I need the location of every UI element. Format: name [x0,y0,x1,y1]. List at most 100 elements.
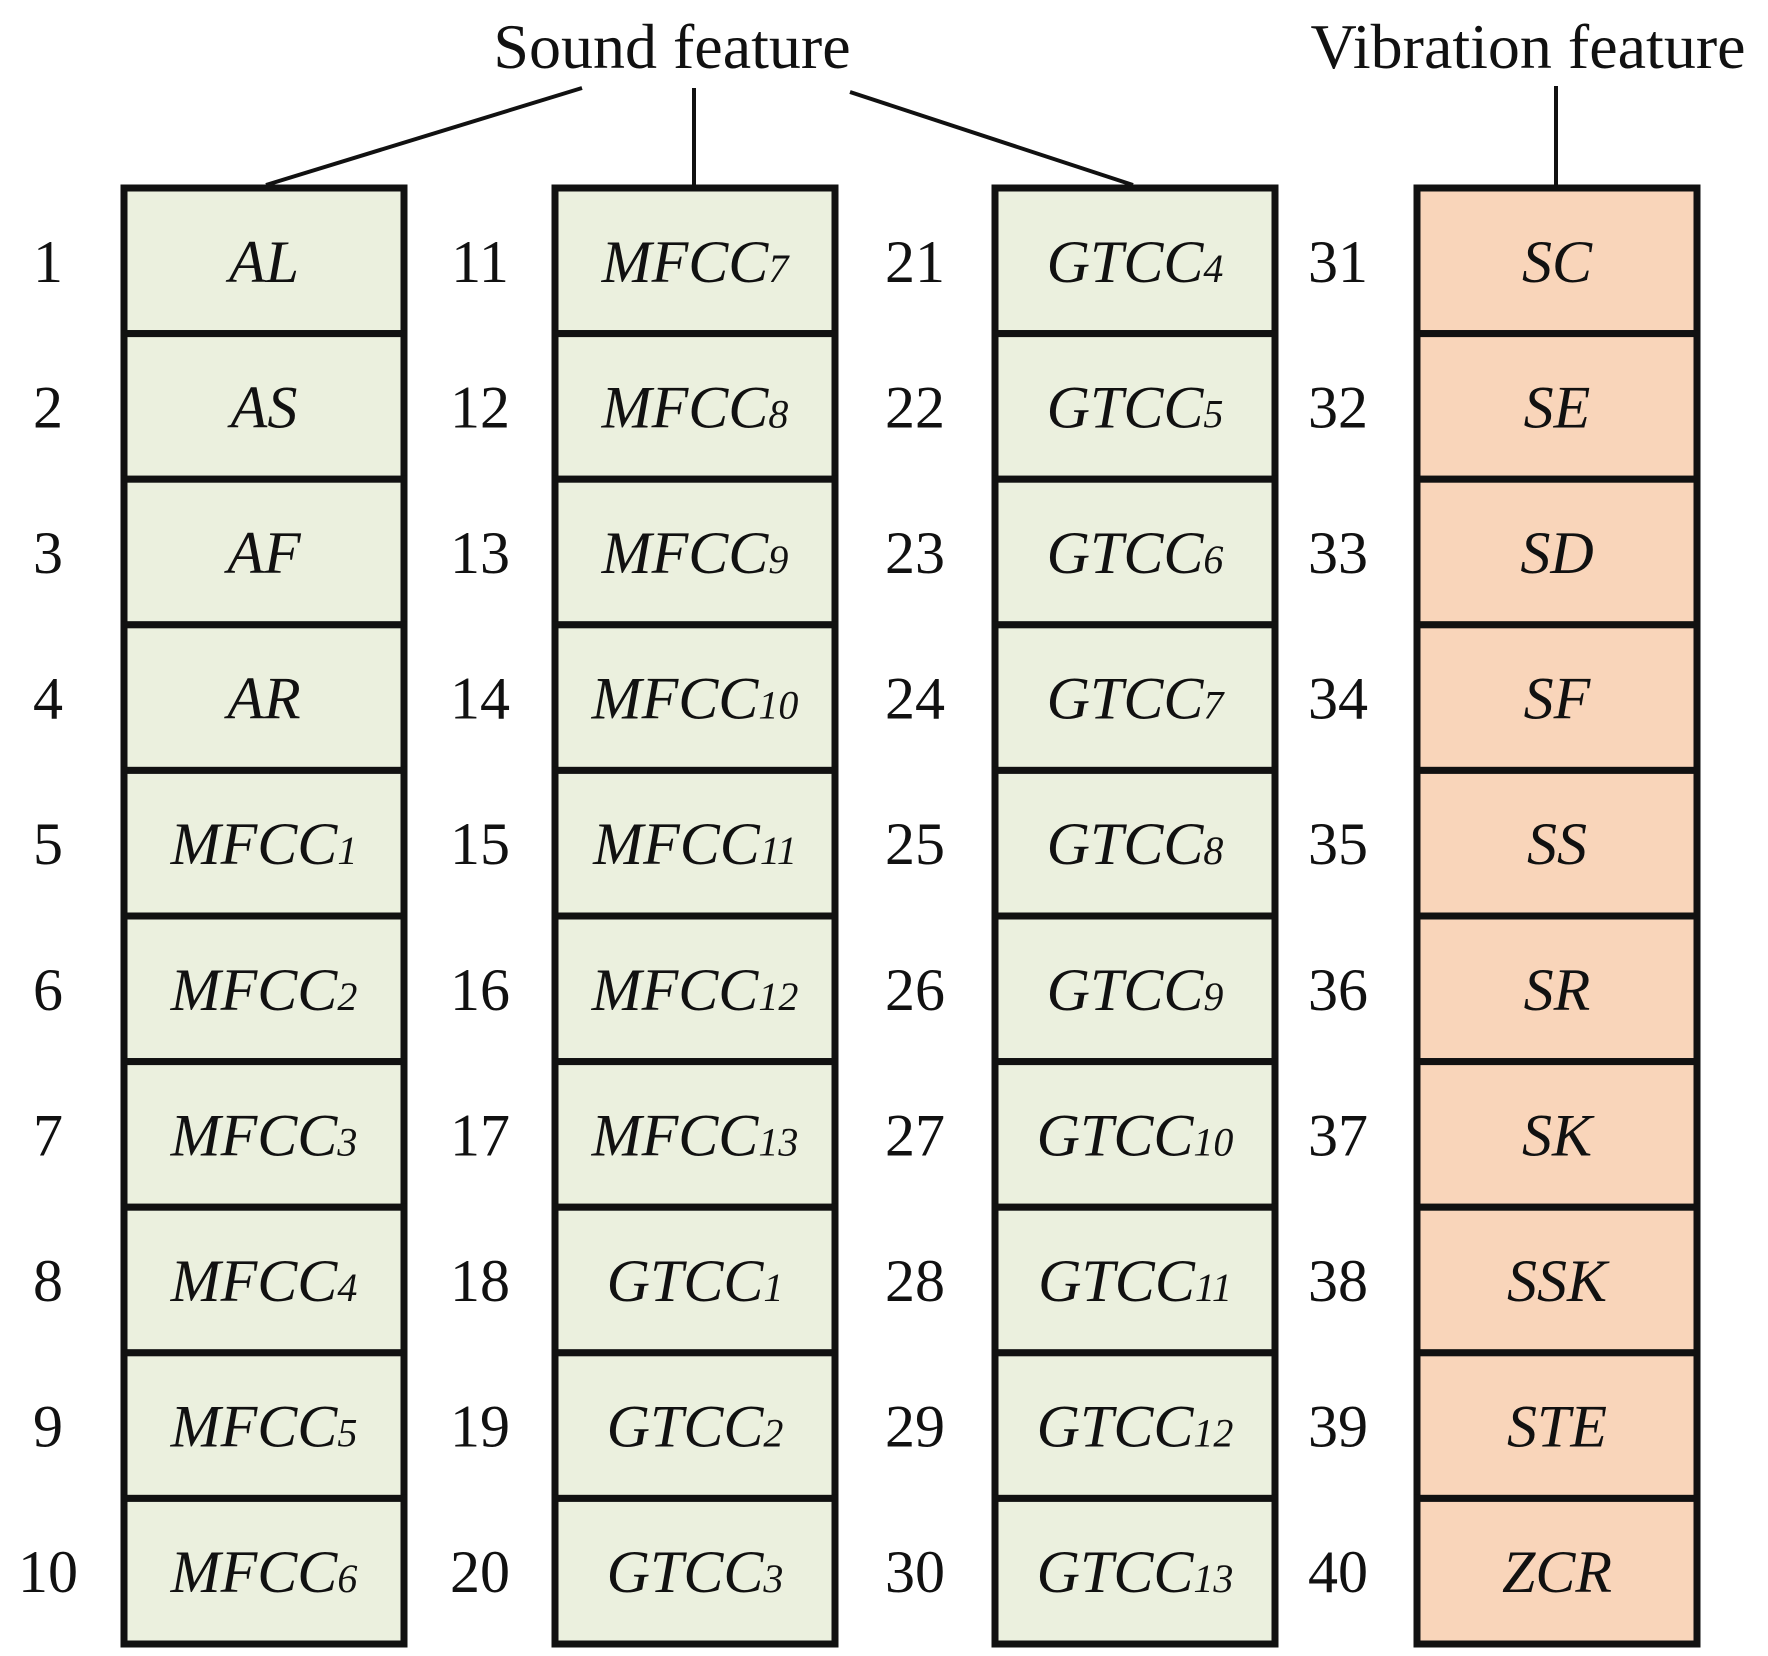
feature-index: 31 [1308,229,1368,295]
feature-name: MFCC6 [170,1539,358,1605]
feature-cell [991,621,1279,774]
feature-name: GTCC1 [607,1248,784,1314]
feature-name: GTCC4 [1047,229,1224,295]
feature-cell [120,621,408,774]
feature-name-base: GTCC [1047,957,1205,1023]
feature-cell [120,912,408,1066]
feature-cell [551,1203,839,1357]
feature-name-subscript: 7 [1203,683,1225,728]
feature-name: MFCC10 [591,666,799,732]
feature-cell [1413,912,1701,1066]
feature-name: MFCC2 [170,957,358,1023]
feature-name: AS [227,374,298,440]
feature-name-base: GTCC [1047,520,1205,586]
feature-name: MFCC5 [170,1394,358,1460]
feature-index: 35 [1308,811,1368,877]
feature-cell [991,475,1279,629]
feature-name-subscript: 13 [758,1119,798,1164]
feature-cell [120,1058,408,1211]
feature-cell [120,330,408,483]
feature-name-base: ZCR [1502,1539,1612,1605]
feature-index: 5 [33,811,63,877]
feature-name-base: GTCC [607,1539,765,1605]
feature-name-subscript: 10 [758,683,798,728]
feature-name-base: MFCC [170,1394,339,1460]
feature-name-base: SS [1527,811,1587,877]
feature-name-base: AL [225,229,299,295]
feature-name: GTCC2 [607,1394,784,1460]
feature-cell [551,912,839,1066]
feature-index: 21 [885,229,945,295]
feature-name: GTCC3 [607,1539,784,1605]
feature-name-subscript: 9 [1203,974,1223,1019]
feature-name-subscript: 4 [1203,246,1223,291]
feature-cell [991,1494,1279,1648]
feature-cell [120,1494,408,1648]
feature-name-subscript: 3 [336,1119,357,1164]
feature-cell [1413,766,1701,920]
feature-name: GTCC6 [1047,520,1224,586]
feature-name-base: GTCC [1047,811,1205,877]
connector-lines [265,86,1558,187]
feature-cell [1413,475,1701,629]
feature-name: GTCC5 [1047,374,1224,440]
feature-index: 12 [450,374,510,440]
feature-name-base: SR [1524,957,1591,1023]
feature-name: SE [1524,374,1591,440]
feature-index: 20 [450,1539,510,1605]
feature-name-subscript: 5 [337,1411,357,1456]
feature-name-base: MFCC [601,520,770,586]
feature-index: 33 [1308,520,1368,586]
feature-name: MFCC12 [591,957,799,1023]
feature-name-subscript: 8 [1203,828,1223,873]
feature-name-base: AS [227,374,298,440]
feature-name-subscript: 4 [337,1265,357,1310]
feature-name-base: SD [1520,520,1593,586]
feature-index: 11 [451,229,509,295]
feature-index: 32 [1308,374,1368,440]
feature-name: AR [223,666,300,732]
feature-name-base: MFCC [170,811,339,877]
feature-name-base: MFCC [591,957,760,1023]
feature-name-subscript: 6 [1203,537,1223,582]
feature-name: GTCC7 [1047,666,1226,732]
feature-index: 29 [885,1394,945,1460]
feature-name: MFCC3 [170,1102,358,1168]
feature-index: 36 [1308,957,1368,1023]
feature-name: MFCC11 [592,811,797,877]
feature-cell [991,766,1279,920]
feature-name-subscript: 7 [768,246,790,291]
feature-name-base: GTCC [1047,374,1205,440]
feature-name: GTCC9 [1047,957,1224,1023]
feature-name-base: MFCC [601,374,770,440]
feature-index: 23 [885,520,945,586]
feature-cell [1413,1349,1701,1502]
feature-cell [991,184,1279,338]
feature-cell [551,766,839,920]
sound-feature-label: Sound feature [493,11,850,82]
feature-name-base: SK [1522,1102,1595,1168]
feature-name-base: SF [1524,666,1592,732]
feature-index: 14 [450,666,510,732]
feature-name: GTCC12 [1037,1394,1234,1460]
feature-name-base: GTCC [607,1394,765,1460]
feature-name: MFCC4 [170,1248,358,1314]
feature-name-base: GTCC [1037,1539,1195,1605]
feature-name-subscript: 6 [337,1556,357,1601]
feature-name-subscript: 2 [337,974,357,1019]
feature-name-base: SE [1524,374,1591,440]
feature-cell [991,1349,1279,1502]
feature-name-subscript: 3 [762,1556,783,1601]
feature-index: 10 [18,1539,78,1605]
feature-name: MFCC8 [601,374,789,440]
feature-index: 15 [450,811,510,877]
connector-line [849,90,1134,187]
feature-name: ZCR [1502,1539,1612,1605]
feature-cell [991,1058,1279,1211]
feature-index: 8 [33,1248,63,1314]
feature-cell [1413,330,1701,483]
